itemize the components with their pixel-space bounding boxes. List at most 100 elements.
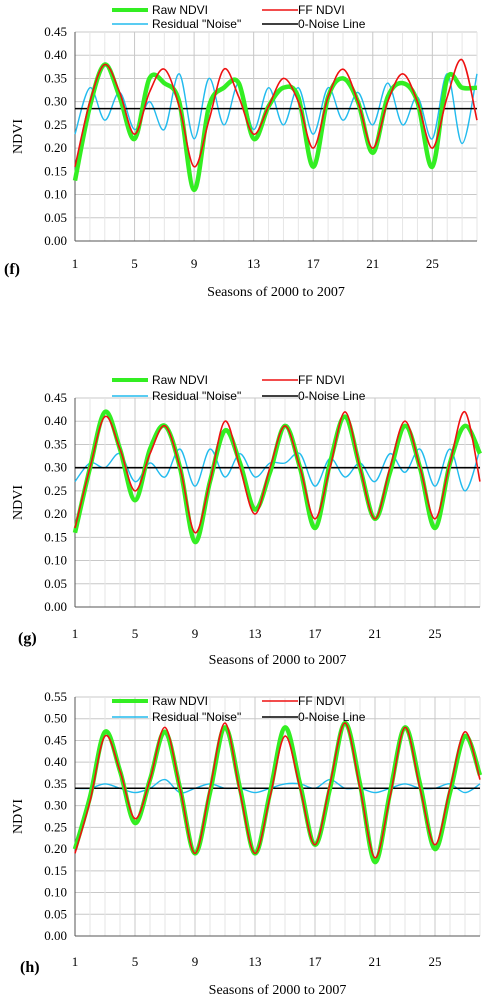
data-point [134, 791, 136, 793]
data-point [404, 783, 406, 785]
data-point [404, 425, 406, 427]
x-axis-label: Seasons of 2000 to 2007 [209, 983, 347, 998]
data-point [163, 128, 165, 130]
data-point [314, 527, 316, 529]
data-point [284, 425, 286, 427]
y-tick-label: 0.20 [44, 506, 67, 521]
data-point [224, 726, 226, 728]
y-tick-label: 0.35 [44, 436, 67, 451]
data-point [476, 73, 478, 75]
data-point [419, 448, 421, 450]
data-point [179, 466, 181, 468]
x-tick-label: 9 [192, 954, 199, 969]
data-point [119, 448, 121, 450]
x-tick-label: 13 [247, 256, 260, 271]
y-tick-label: 0.00 [44, 928, 67, 943]
data-point [104, 415, 106, 417]
data-point [164, 731, 166, 733]
data-point [446, 77, 448, 79]
data-point [238, 82, 240, 84]
data-point [164, 726, 166, 728]
data-point [148, 91, 150, 93]
data-point [342, 119, 344, 121]
legend-label: Raw NDVI [152, 373, 208, 387]
y-axis-label: NDVI [11, 799, 26, 834]
legend-label: 0-Noise Line [298, 710, 366, 724]
data-point [193, 165, 195, 167]
data-point [312, 147, 314, 149]
data-point [464, 735, 466, 737]
chart-panel-h: 0.00 0.05 0.10 0.15 0.20 0.25 0.30 0.35 0.40 0.45… [11, 689, 483, 998]
data-point [284, 462, 286, 464]
data-point [374, 518, 376, 520]
x-tick-label: 17 [309, 954, 323, 969]
x-tick-label: 9 [192, 626, 199, 641]
data-point [479, 783, 481, 785]
plot-area [75, 32, 477, 241]
y-tick-label: 0.15 [44, 529, 67, 544]
data-point [164, 778, 166, 780]
data-point [342, 68, 344, 70]
data-point [374, 791, 376, 793]
data-point [434, 485, 436, 487]
data-point [344, 415, 346, 417]
data-point [223, 124, 225, 126]
data-point [314, 485, 316, 487]
data-point [479, 778, 481, 780]
data-point [282, 124, 284, 126]
data-point [254, 513, 256, 515]
x-tick-label: 21 [369, 954, 382, 969]
x-tick-label: 1 [72, 954, 79, 969]
data-point [179, 787, 181, 789]
y-tick-label: 0.05 [44, 906, 67, 921]
x-tick-label: 1 [72, 256, 79, 271]
y-tick-label: 0.25 [44, 819, 67, 834]
data-point [404, 420, 406, 422]
x-tick-label: 25 [426, 256, 439, 271]
data-point [419, 787, 421, 789]
data-point [119, 770, 121, 772]
data-point [134, 817, 136, 819]
x-tick-label: 9 [191, 256, 198, 271]
data-point [374, 480, 376, 482]
data-point [224, 476, 226, 478]
data-point [133, 138, 135, 140]
legend-label: Residual "Noise" [152, 17, 241, 31]
data-point [389, 796, 391, 798]
data-point [389, 453, 391, 455]
data-point [238, 96, 240, 98]
y-tick-label: 0.30 [44, 94, 67, 109]
x-tick-label: 5 [132, 954, 139, 969]
y-axis-label: NDVI [11, 485, 26, 520]
data-point [479, 453, 481, 455]
y-tick-label: 0.05 [44, 576, 67, 591]
data-point [372, 147, 374, 149]
data-point [194, 541, 196, 543]
legend-label: Residual "Noise" [152, 389, 241, 403]
data-point [446, 96, 448, 98]
data-point [386, 100, 388, 102]
data-point [464, 490, 466, 492]
data-point [252, 128, 254, 130]
data-point [164, 425, 166, 427]
data-point [89, 466, 91, 468]
legend-label: Residual "Noise" [152, 710, 241, 724]
data-point [104, 783, 106, 785]
data-point [89, 87, 91, 89]
panel-label: (h) [20, 959, 40, 976]
data-point [208, 77, 210, 79]
data-point [282, 87, 284, 89]
data-point [416, 100, 418, 102]
legend-label: 0-Noise Line [298, 389, 366, 403]
data-point [431, 165, 433, 167]
data-point [342, 77, 344, 79]
panel-label: (f) [4, 261, 20, 278]
data-point [149, 462, 151, 464]
data-point [148, 77, 150, 79]
data-point [357, 91, 359, 93]
data-point [344, 411, 346, 413]
x-tick-label: 21 [369, 626, 382, 641]
data-point [254, 476, 256, 478]
data-point [224, 420, 226, 422]
